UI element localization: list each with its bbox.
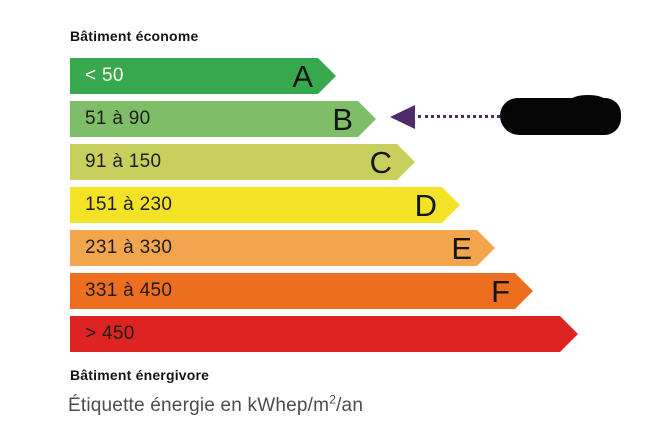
energy-bar-C: 91 à 150 C [70,144,415,180]
energy-range-label: > 450 [85,323,135,344]
building-economical-label: Bâtiment économe [70,28,199,44]
energy-class-letter: D [414,188,437,223]
caption-prefix: Étiquette énergie en kWhep/m [68,395,330,416]
energy-class-letter: F [491,274,510,309]
building-energy-intensive-label: Bâtiment énergivore [70,367,210,383]
energy-label-caption: Étiquette énergie en kWhep/m2/an [68,392,364,417]
marker-dotted-line [418,115,500,118]
energy-bar-E: 231 à 330 E [70,230,495,266]
energy-range-label: < 50 [85,65,124,86]
energy-range-label: 91 à 150 [85,151,162,172]
redacted-value-blob [500,95,621,135]
energy-class-letter: A [292,59,313,94]
energy-class-letter: B [332,102,353,137]
energy-class-letter: E [451,231,472,266]
energy-bar-B: 51 à 90 B [70,101,376,137]
energy-scale: < 50 A 51 à 90 B 91 à 150 C 151 à 230 D … [70,58,578,359]
energy-range-label: 331 à 450 [85,280,173,301]
energy-range-label: 151 à 230 [85,194,173,215]
energy-bar-D: 151 à 230 D [70,187,460,223]
marker-arrow-icon [390,105,415,129]
energy-range-label: 51 à 90 [85,108,151,129]
energy-bar-G: > 450 [70,316,578,352]
caption-suffix: /an [336,395,364,416]
energy-bar-F: 331 à 450 F [70,273,533,309]
energy-bar-A: < 50 A [70,58,336,94]
caption-superscript: 2 [329,392,337,407]
energy-range-label: 231 à 330 [85,237,173,258]
energy-class-letter: C [369,145,392,180]
